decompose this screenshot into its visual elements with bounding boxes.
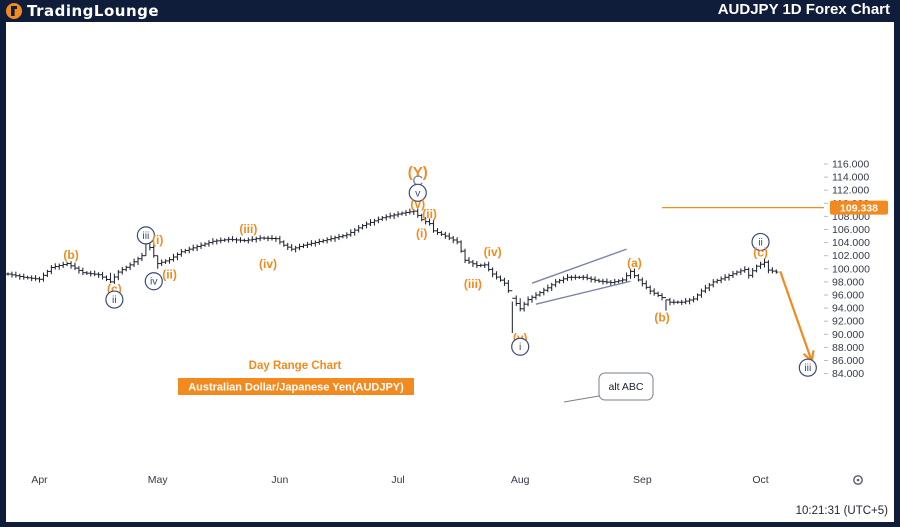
wave-label-circle xyxy=(144,272,163,291)
y-axis-tick-label: 88.000 xyxy=(832,342,864,354)
chart-svg: 84.00086.00088.00090.00092.00094.00096.0… xyxy=(6,159,889,517)
y-axis-tick-label: 102.000 xyxy=(832,250,870,262)
y-axis-tick-label: 86.000 xyxy=(832,355,864,367)
wave-label-circle xyxy=(511,337,530,356)
alt-abc-label: alt ABC xyxy=(608,381,643,393)
wave-label: (iv) xyxy=(259,257,277,271)
current-price-label: 109.338 xyxy=(840,203,878,215)
time-display: 10:21:31 (UTC+5) xyxy=(796,505,889,517)
x-axis-tick-label: Sep xyxy=(633,474,652,486)
wave-label: (b) xyxy=(654,310,669,324)
alt-abc-callout-box xyxy=(598,372,654,401)
wave-label-circle xyxy=(798,358,817,377)
channel-upper-line xyxy=(531,248,627,284)
y-axis-tick-label: 92.000 xyxy=(832,316,864,328)
y-axis-tick-label: 106.000 xyxy=(832,224,870,236)
wave-label: (a) xyxy=(627,256,642,270)
x-axis-tick-label: Apr xyxy=(31,474,48,486)
wave-label: iv xyxy=(150,276,158,288)
wave-label: (c) xyxy=(753,245,768,259)
brand-logo: TradingLounge xyxy=(6,2,159,20)
wave-label: (i) xyxy=(152,233,163,247)
y-axis-tick-label: 112.000 xyxy=(832,185,869,197)
y-axis-tick-label: 90.000 xyxy=(832,329,864,341)
wave-label-circle xyxy=(751,232,770,252)
y-axis-tick-label: 84.000 xyxy=(832,368,864,380)
settings-gear-icon-center xyxy=(856,478,860,482)
y-axis-tick-label: 98.000 xyxy=(832,276,864,288)
chart-title: AUDJPY 1D Forex Chart xyxy=(717,1,890,18)
wave-label: (iii) xyxy=(239,222,257,236)
top-bar: TradingLounge AUDJPY 1D Forex Chart xyxy=(0,0,900,22)
channel-lower-line xyxy=(535,280,631,305)
wave-label: (iii) xyxy=(464,277,482,291)
y-axis-tick-label: 96.000 xyxy=(832,290,864,302)
wave-label: (ii) xyxy=(162,268,177,282)
wave-label: ii xyxy=(758,236,763,248)
y-axis-tick-label: 94.000 xyxy=(832,303,864,315)
wave-label: (Y) xyxy=(408,164,428,181)
y-axis-tick-label: 116.000 xyxy=(832,159,869,171)
y-axis-tick-label: 114.000 xyxy=(832,172,869,184)
x-axis-tick-label: May xyxy=(148,474,169,486)
wave-label: C xyxy=(412,173,423,190)
y-axis-tick-label: 104.000 xyxy=(832,237,870,249)
chart-subtitle: Day Range Chart xyxy=(249,360,342,372)
plot-area[interactable]: 84.000 86.000 88.000 90.000 92.000 94.000 96.0… xyxy=(6,22,894,522)
x-axis-tick-label: Jun xyxy=(271,474,288,486)
wave-label: v xyxy=(415,187,421,199)
settings-gear-icon[interactable] xyxy=(853,475,863,485)
current-price-tag xyxy=(830,200,888,215)
brand-logo-icon xyxy=(6,3,22,19)
pair-label: Australian Dollar/Japanese Yen(AUDJPY) xyxy=(188,382,404,394)
wave-label: ii xyxy=(112,294,117,306)
projection-arrow-line xyxy=(779,271,813,362)
wave-label: (iv) xyxy=(484,245,502,259)
wave-label: iii xyxy=(142,230,149,242)
pair-label-box xyxy=(178,378,414,395)
wave-label: (v) xyxy=(410,197,425,211)
x-axis-tick-label: Aug xyxy=(511,474,530,486)
alt-abc-callout-pointer xyxy=(563,395,600,403)
wave-label: i xyxy=(519,341,521,353)
brand-name: TradingLounge xyxy=(27,2,160,20)
wave-label-circle xyxy=(408,183,427,202)
wave-label-circle xyxy=(136,226,155,245)
y-axis-tick-label: 100.000 xyxy=(832,263,870,275)
wave-label-circle xyxy=(105,290,124,309)
x-axis-tick-label: Jul xyxy=(391,474,404,486)
x-axis-tick-label: Oct xyxy=(752,474,768,486)
wave-label: (b) xyxy=(63,248,78,262)
wave-label: iii xyxy=(804,362,811,374)
wave-label: (ii) xyxy=(422,207,437,221)
wave-label: (i) xyxy=(416,226,427,240)
